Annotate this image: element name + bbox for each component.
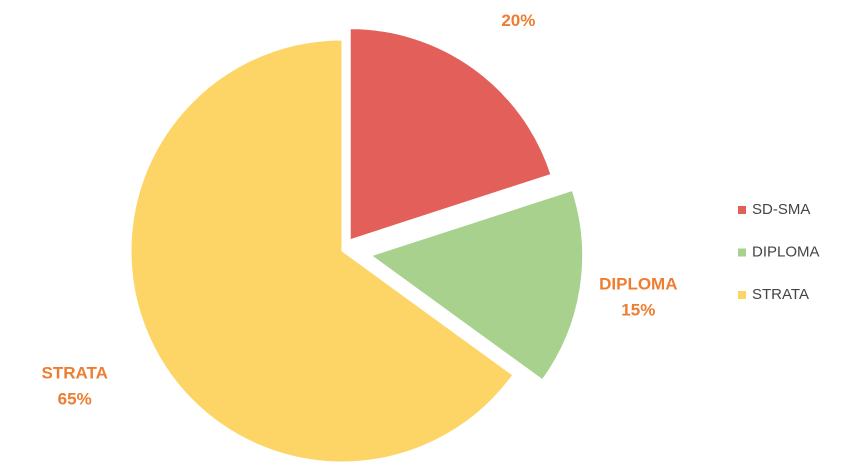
legend-swatch [738,206,746,214]
legend-label: SD-SMA [752,201,810,218]
pie-slice [130,39,514,463]
legend-label: STRATA [752,286,809,303]
pie-slice [370,189,584,381]
legend-swatch [738,248,746,257]
data-label-value: 65% [58,390,92,409]
data-label-name: DIPLOMA [599,274,677,293]
data-label-value: 15% [621,300,655,319]
data-label-name: SD-SMA [485,0,552,4]
data-label-value: 20% [501,11,535,30]
pie-slice [349,28,552,241]
legend-label: DIPLOMA [752,243,820,260]
data-label-name: STRATA [41,364,107,383]
legend-swatch [738,291,746,299]
